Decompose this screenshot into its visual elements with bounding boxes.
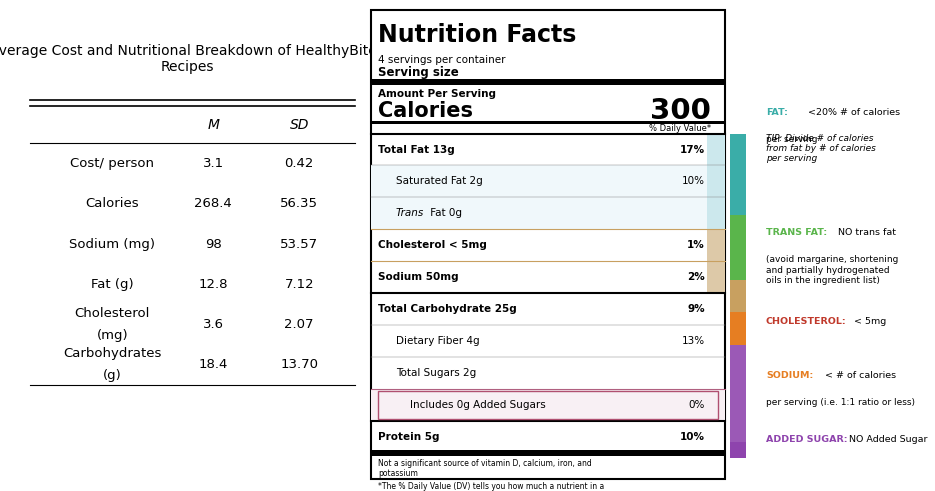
Text: 98: 98 [205,238,222,250]
Text: 3.6: 3.6 [203,318,223,331]
Text: Calories: Calories [379,101,473,121]
Text: Sodium (mg): Sodium (mg) [69,238,155,250]
Text: NO Added Sugar: NO Added Sugar [846,435,928,443]
Text: M: M [208,118,219,132]
Text: Amount Per Serving: Amount Per Serving [379,89,496,99]
Text: SODIUM:: SODIUM: [766,371,813,380]
Text: 17%: 17% [680,144,705,155]
Text: 10%: 10% [682,176,705,187]
Text: Cholesterol < 5mg: Cholesterol < 5mg [379,240,487,250]
Text: <20% # of calories: <20% # of calories [805,108,900,117]
Bar [729,280,746,312]
Text: 1%: 1% [687,240,705,250]
Text: ADDED SUGAR:: ADDED SUGAR: [766,435,847,443]
Text: Protein 5g: Protein 5g [379,432,439,442]
Text: TIP: Divide # of calories
from fat by # of calories
per serving: TIP: Divide # of calories from fat by # … [766,134,876,164]
Text: 18.4: 18.4 [198,358,228,371]
Text: 9%: 9% [687,304,705,314]
Text: Saturated Fat 2g: Saturated Fat 2g [396,176,482,187]
Text: 13%: 13% [682,336,705,346]
Bar [729,134,746,215]
Bar [707,165,726,197]
Bar [729,345,746,442]
Text: 12.8: 12.8 [198,278,228,291]
Text: 7.12: 7.12 [284,278,314,291]
Text: Includes 0g Added Sugars: Includes 0g Added Sugars [410,400,546,410]
Bar [371,121,726,124]
Text: Fat (g): Fat (g) [91,278,134,291]
Bar [707,197,726,229]
Bar [371,197,726,229]
Text: < 5mg: < 5mg [851,317,886,326]
Text: (mg): (mg) [96,329,128,342]
Bar [371,79,726,85]
Text: 13.70: 13.70 [280,358,318,371]
Text: 4 servings per container: 4 servings per container [379,55,506,65]
Text: Average Cost and Nutritional Breakdown of HealthyBites
Recipes: Average Cost and Nutritional Breakdown o… [0,44,384,74]
Text: 10%: 10% [680,432,705,442]
Text: 53.57: 53.57 [280,238,318,250]
Text: (avoid margarine, shortening
and partially hydrogenated
oils in the ingredient l: (avoid margarine, shortening and partial… [766,255,899,285]
Text: Dietary Fiber 4g: Dietary Fiber 4g [396,336,480,346]
Text: per serving: per serving [766,135,817,144]
Text: Cost/ person: Cost/ person [70,157,154,170]
Text: 3.1: 3.1 [203,157,223,170]
Bar [371,450,726,456]
Bar [729,442,746,458]
Text: < # of calories: < # of calories [822,371,897,380]
Text: Trans: Trans [396,208,424,218]
Bar [371,10,726,479]
Text: 56.35: 56.35 [280,197,318,210]
Bar [707,261,726,293]
Text: Sodium 50mg: Sodium 50mg [379,272,459,282]
Text: Nutrition Facts: Nutrition Facts [379,24,577,47]
Text: 300: 300 [650,97,711,125]
Text: SD: SD [290,118,309,132]
Text: 2.07: 2.07 [284,318,314,331]
Text: Cholesterol: Cholesterol [75,307,150,320]
Text: Calories: Calories [85,197,139,210]
Text: 0%: 0% [688,400,705,410]
Text: Fat 0g: Fat 0g [427,208,462,218]
Text: CHOLESTEROL:: CHOLESTEROL: [766,317,846,326]
Text: Total Sugars 2g: Total Sugars 2g [396,368,476,378]
Text: 268.4: 268.4 [194,197,232,210]
Text: Total Carbohydrate 25g: Total Carbohydrate 25g [379,304,517,314]
Bar [371,165,726,197]
Text: 0.42: 0.42 [284,157,314,170]
Text: FAT:: FAT: [766,108,788,117]
Text: Serving size: Serving size [379,66,459,79]
Text: % Daily Value*: % Daily Value* [649,124,711,133]
Bar [379,391,718,419]
Text: *The % Daily Value (DV) tells you how much a nutrient in a
 serving of food cont: *The % Daily Value (DV) tells you how mu… [379,482,606,491]
Text: (g): (g) [103,369,122,382]
Text: Total Fat 13g: Total Fat 13g [379,144,455,155]
Text: Carbohydrates: Carbohydrates [63,348,162,360]
Text: Not a significant source of vitamin D, calcium, iron, and
potassium: Not a significant source of vitamin D, c… [379,459,592,478]
Text: NO trans fat: NO trans fat [835,228,896,237]
Bar [371,389,726,421]
Bar [729,215,746,280]
Text: per serving (i.e. 1:1 ratio or less): per serving (i.e. 1:1 ratio or less) [766,398,915,407]
Bar [707,229,726,261]
Bar [729,312,746,345]
Text: 2%: 2% [687,272,705,282]
Text: TRANS FAT:: TRANS FAT: [766,228,827,237]
Bar [707,134,726,165]
